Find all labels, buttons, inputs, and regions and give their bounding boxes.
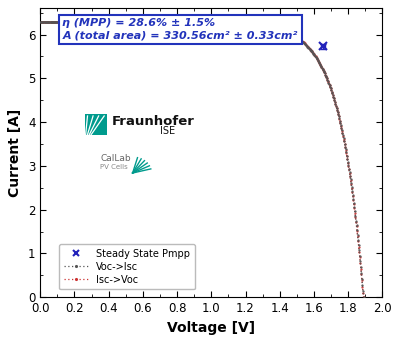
Legend: Steady State Pmpp, Voc->Isc, Isc->Voc: Steady State Pmpp, Voc->Isc, Isc->Voc [59,244,195,289]
Text: PV Cells: PV Cells [100,164,128,170]
Text: CalLab: CalLab [100,154,131,163]
X-axis label: Voltage [V]: Voltage [V] [167,321,255,335]
Text: η (MPP) = 28.6% ± 1.5%
A (total area) = 330.56cm² ± 0.33cm²: η (MPP) = 28.6% ± 1.5% A (total area) = … [62,19,298,40]
Bar [85,114,107,135]
Text: ISE: ISE [160,126,175,136]
Y-axis label: Current [A]: Current [A] [8,109,22,197]
Text: Fraunhofer: Fraunhofer [112,115,195,128]
